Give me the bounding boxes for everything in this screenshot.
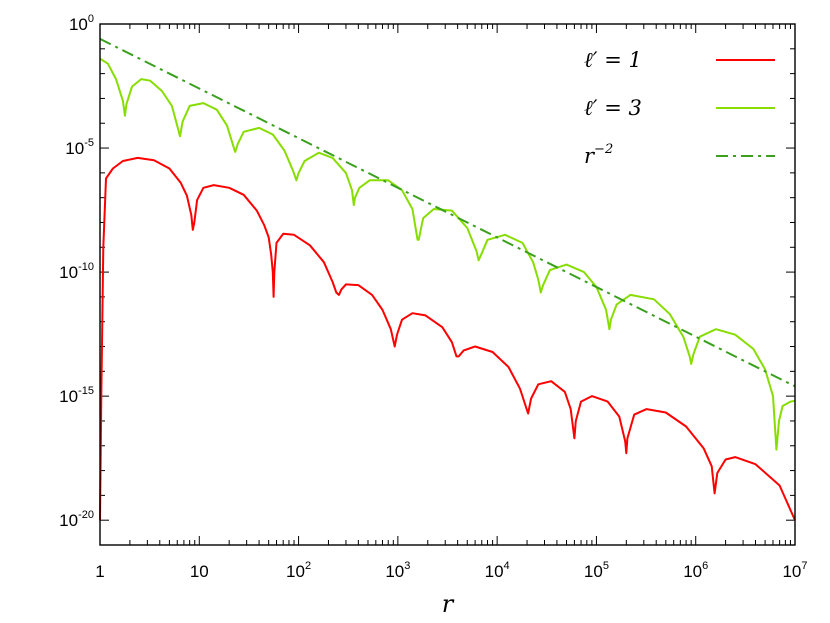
x-tick-label: 103	[385, 560, 410, 581]
x-tick-label: 106	[683, 560, 708, 581]
series-line-3	[99, 38, 796, 388]
axis-ticks	[99, 23, 796, 546]
x-axis-label: r	[442, 590, 455, 618]
legend: ℓ′ = 1 ℓ′ = 3 r−2	[584, 48, 775, 168]
x-tick-label: 102	[286, 560, 311, 581]
y-tick-label: 10-15	[59, 385, 94, 406]
x-tick-label: 104	[485, 560, 510, 581]
plot-frame	[99, 23, 796, 546]
legend-label: r−2	[584, 142, 613, 168]
y-tick-label: 100	[69, 13, 94, 34]
x-tick-label: 105	[584, 560, 609, 581]
legend-label: ℓ′ = 1	[584, 48, 642, 72]
y-tick-label: 10-10	[59, 261, 94, 282]
x-tick-label: 1	[95, 562, 104, 581]
y-tick-label: 10-5	[65, 137, 94, 158]
tick-labels: 1 10 102 103 104 105 106 107 100 10-5 10-10 10-15 10…	[59, 13, 807, 581]
x-tick-label: 107	[782, 560, 807, 581]
x-tick-label: 10	[190, 562, 209, 581]
series-line-2	[99, 57, 796, 451]
series-layer	[99, 38, 796, 521]
legend-label: ℓ′ = 3	[584, 96, 642, 120]
series-line-1	[99, 156, 796, 521]
y-tick-label: 10-20	[59, 509, 94, 530]
